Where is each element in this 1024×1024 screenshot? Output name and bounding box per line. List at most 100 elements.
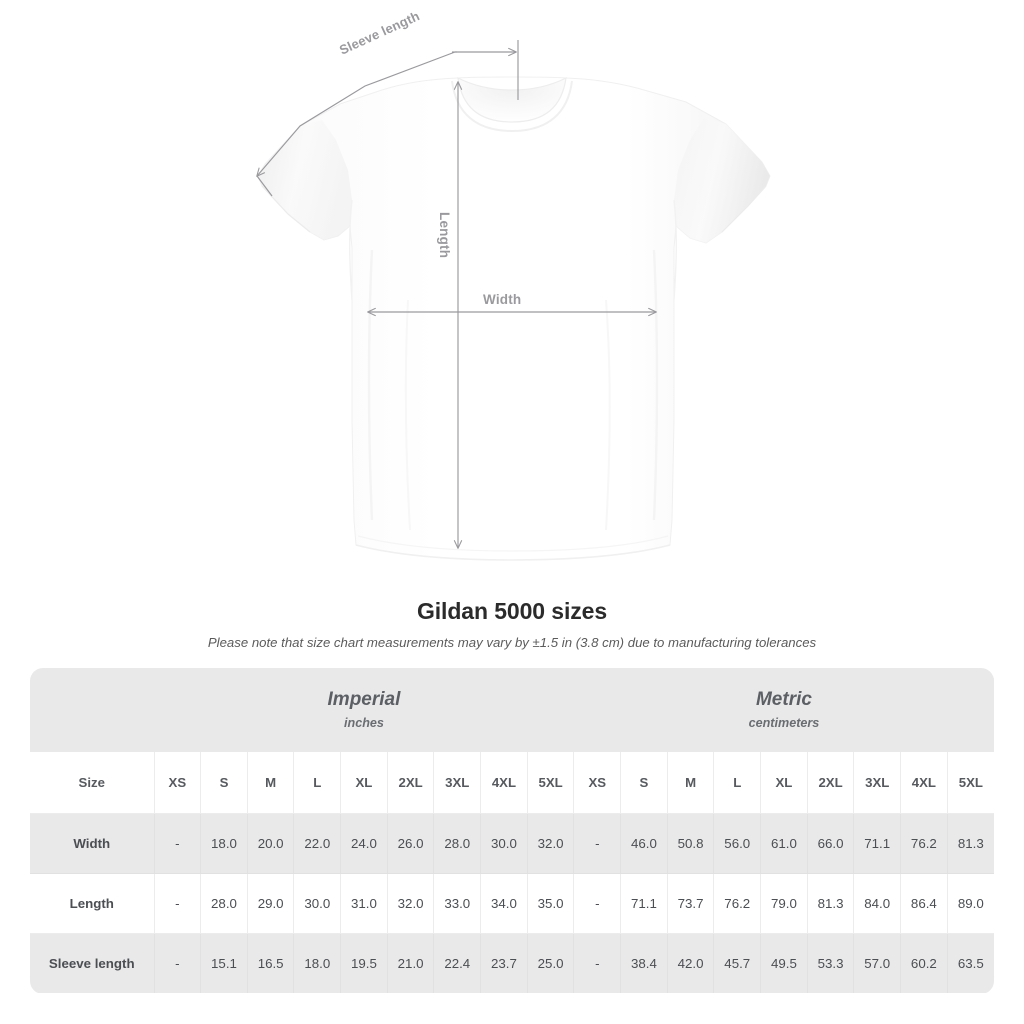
cell-imperial-3xl: 22.4 (433, 933, 482, 993)
tshirt-diagram: Sleeve length Length Width (256, 8, 771, 561)
cell-metric-2xl: 53.3 (807, 933, 855, 993)
cell-metric-s: 71.1 (620, 873, 668, 934)
cell-metric-xl: 79.0 (760, 873, 808, 934)
cell-imperial-l: 18.0 (293, 933, 342, 993)
cell-metric-5xl: 89.0 (947, 873, 994, 934)
size-header-cell: Size (30, 752, 155, 814)
table-row: Length -28.0 29.0 30.0 31.0 32.0 33.0 34.0 35.0-… (30, 873, 994, 934)
cell-imperial-3xl: 28.0 (433, 813, 482, 874)
cell-imperial-s: 28.0 (200, 873, 248, 934)
cell-imperial-5xl: 32.0 (527, 813, 575, 874)
size-header-imperial-m: M (247, 752, 295, 814)
cell-metric-5xl: 81.3 (947, 813, 994, 874)
row-label: Sleeve length (30, 933, 155, 993)
size-header-metric-2xl: 2XL (807, 752, 855, 814)
cell-metric-xs: - (573, 933, 622, 993)
cell-imperial-5xl: 35.0 (527, 873, 575, 934)
unit-group-spacer (30, 668, 155, 752)
shirt-shape (257, 76, 771, 561)
size-header-metric-l: L (713, 752, 762, 814)
cell-imperial-2xl: 26.0 (387, 813, 435, 874)
size-header-imperial-l: L (293, 752, 342, 814)
cell-metric-4xl: 60.2 (900, 933, 948, 993)
cell-imperial-xl: 19.5 (340, 933, 388, 993)
size-header-metric-xs: XS (573, 752, 622, 814)
cell-metric-s: 38.4 (620, 933, 668, 993)
cell-metric-3xl: 71.1 (853, 813, 902, 874)
size-header-metric-4xl: 4XL (900, 752, 948, 814)
dimension-lines (256, 40, 657, 549)
size-header-row: Size XS S M L XL 2XL 3XL 4XL 5XL XS S M L XL 2XL 3XL 4XL… (30, 752, 994, 814)
size-header-imperial-xl: XL (340, 752, 388, 814)
cell-metric-m: 73.7 (667, 873, 715, 934)
table-row: Width -18.0 20.0 22.0 24.0 26.0 28.0 30.0 32.0-4… (30, 813, 994, 874)
unit-group-header-row: Imperial inches Metric centimeters (30, 668, 994, 752)
cell-metric-2xl: 81.3 (807, 873, 855, 934)
cell-imperial-2xl: 21.0 (387, 933, 435, 993)
size-header-metric-3xl: 3XL (853, 752, 902, 814)
unit-group-metric-sub: centimeters (748, 716, 820, 730)
chart-title-block: Gildan 5000 sizes Please note that size … (0, 596, 1024, 651)
page-title: Gildan 5000 sizes (416, 598, 608, 624)
size-header-metric-5xl: 5XL (947, 752, 994, 814)
length-label: Length (437, 212, 452, 259)
cell-metric-m: 42.0 (667, 933, 715, 993)
cell-metric-xs: - (573, 813, 622, 874)
cell-metric-4xl: 76.2 (900, 813, 948, 874)
size-header-metric-s: S (620, 752, 668, 814)
tshirt-illustration (256, 40, 771, 561)
cell-metric-xl: 61.0 (760, 813, 808, 874)
size-header-imperial-2xl: 2XL (387, 752, 435, 814)
cell-imperial-m: 16.5 (247, 933, 295, 993)
cell-metric-3xl: 84.0 (853, 873, 902, 934)
table-row: Sleeve length -15.1 16.5 18.0 19.5 21.0 22.4 23… (30, 933, 994, 993)
unit-group-imperial-name: Imperial (327, 689, 401, 710)
sleeve-tick (256, 175, 273, 197)
size-header-metric-xl: XL (760, 752, 808, 814)
cell-imperial-m: 20.0 (247, 813, 295, 874)
cell-imperial-3xl: 33.0 (433, 873, 482, 934)
cell-imperial-s: 18.0 (200, 813, 248, 874)
cell-imperial-5xl: 25.0 (527, 933, 575, 993)
tolerance-note: Please note that size chart measurements… (207, 635, 817, 650)
cell-imperial-xl: 24.0 (340, 813, 388, 874)
cell-imperial-l: 22.0 (293, 813, 342, 874)
cell-imperial-s: 15.1 (200, 933, 248, 993)
row-label: Width (30, 813, 155, 874)
cell-metric-l: 56.0 (713, 813, 762, 874)
size-chart-table-wrapper: Imperial inches Metric centimeters Size … (30, 668, 994, 994)
cell-metric-s: 46.0 (620, 813, 668, 874)
cell-imperial-l: 30.0 (293, 873, 342, 934)
unit-group-imperial: Imperial inches (154, 668, 575, 752)
sleeve-length-arrow (256, 51, 456, 177)
cell-metric-3xl: 57.0 (853, 933, 902, 993)
unit-group-metric-name: Metric (755, 689, 812, 710)
cell-metric-m: 50.8 (667, 813, 715, 874)
width-label: Width (483, 292, 522, 307)
cell-metric-l: 45.7 (713, 933, 762, 993)
size-header-imperial-4xl: 4XL (480, 752, 528, 814)
cell-imperial-xl: 31.0 (340, 873, 388, 934)
size-header-imperial-5xl: 5XL (527, 752, 575, 814)
cell-imperial-xs: - (154, 873, 202, 934)
cell-imperial-4xl: 30.0 (480, 813, 528, 874)
size-header-metric-m: M (667, 752, 715, 814)
cell-metric-l: 76.2 (713, 873, 762, 934)
cell-metric-xl: 49.5 (760, 933, 808, 993)
cell-metric-4xl: 86.4 (900, 873, 948, 934)
cell-imperial-4xl: 23.7 (480, 933, 528, 993)
size-chart-table: Imperial inches Metric centimeters Size … (30, 668, 994, 993)
unit-group-imperial-sub: inches (344, 716, 384, 730)
cell-metric-xs: - (573, 873, 622, 934)
size-header-imperial-3xl: 3XL (433, 752, 482, 814)
cell-imperial-xs: - (154, 813, 202, 874)
cell-imperial-m: 29.0 (247, 873, 295, 934)
cell-imperial-xs: - (154, 933, 202, 993)
size-header-imperial-xs: XS (154, 752, 202, 814)
cell-imperial-4xl: 34.0 (480, 873, 528, 934)
unit-group-metric: Metric centimeters (573, 668, 994, 752)
size-header-imperial-s: S (200, 752, 248, 814)
cell-imperial-2xl: 32.0 (387, 873, 435, 934)
cell-metric-5xl: 63.5 (947, 933, 994, 993)
row-label: Length (30, 873, 155, 934)
